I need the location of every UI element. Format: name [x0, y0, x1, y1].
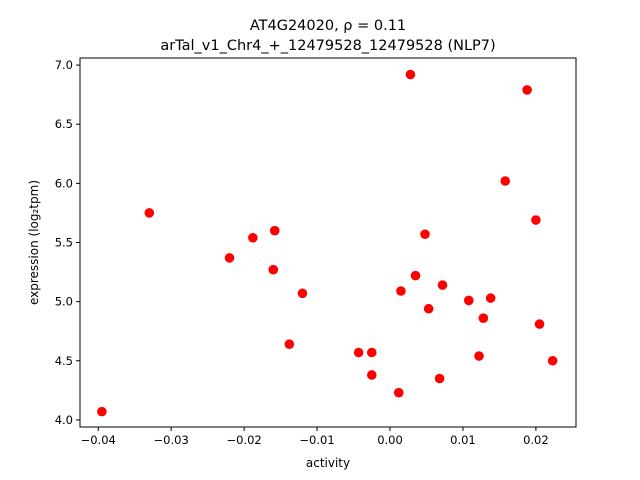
x-tick-label-1: −0.03 [154, 433, 189, 447]
data-point-25 [531, 215, 541, 225]
data-point-9 [366, 347, 377, 358]
data-point-14 [410, 270, 421, 281]
x-tick-label-3: −0.01 [299, 433, 334, 447]
plot-frame [79, 57, 577, 428]
y-tick-label-6: 7.0 [55, 58, 73, 72]
data-point-20 [474, 351, 484, 361]
x-axis-ticks: −0.04 −0.03 −0.02 −0.01 0.00 0.01 0.02 [81, 427, 549, 447]
y-tick-label-2: 5.0 [55, 295, 73, 309]
x-tick-label-5: 0.01 [450, 433, 476, 447]
data-point-18 [437, 280, 448, 290]
data-point-15 [420, 229, 430, 240]
data-point-17 [434, 373, 445, 384]
chart-title: AT4G24020, ρ = 0.11 [250, 18, 406, 34]
data-point-27 [547, 355, 558, 366]
data-point-26 [534, 319, 545, 329]
data-point-10 [366, 370, 377, 380]
data-point-6 [284, 339, 295, 350]
data-point-12 [396, 286, 406, 296]
data-point-23 [500, 176, 511, 186]
data-point-19 [463, 295, 474, 306]
x-axis-label: activity [306, 456, 350, 470]
data-point-2 [224, 253, 235, 263]
data-point-13 [405, 69, 416, 80]
data-point-24 [522, 85, 532, 95]
data-points [97, 69, 558, 417]
data-point-22 [485, 293, 496, 303]
data-point-0 [97, 406, 107, 417]
y-axis-ticks: 4.0 4.5 5.0 5.5 6.0 6.5 7.0 [55, 58, 80, 427]
y-axis-label: expression (log₂tpm) [27, 180, 41, 305]
data-point-4 [268, 264, 279, 275]
y-tick-label-5: 6.5 [55, 117, 73, 131]
x-tick-label-6: 0.02 [523, 433, 549, 447]
data-point-16 [423, 303, 434, 314]
data-point-11 [393, 387, 404, 398]
data-point-1 [144, 208, 155, 218]
y-tick-label-4: 6.0 [55, 176, 73, 190]
chart-subtitle: arTal_v1_Chr4_+_12479528_12479528 (NLP7) [160, 38, 495, 54]
data-point-8 [353, 347, 364, 358]
x-tick-label-4: 0.00 [377, 433, 403, 447]
x-tick-label-2: −0.02 [226, 433, 261, 447]
data-point-21 [478, 313, 489, 323]
y-tick-label-3: 5.5 [55, 236, 73, 250]
y-tick-label-1: 4.5 [55, 354, 73, 368]
data-point-3 [248, 232, 258, 243]
data-point-5 [269, 225, 280, 236]
y-tick-label-0: 4.0 [55, 413, 73, 427]
data-point-7 [297, 288, 308, 299]
x-tick-label-0: −0.04 [81, 433, 116, 447]
